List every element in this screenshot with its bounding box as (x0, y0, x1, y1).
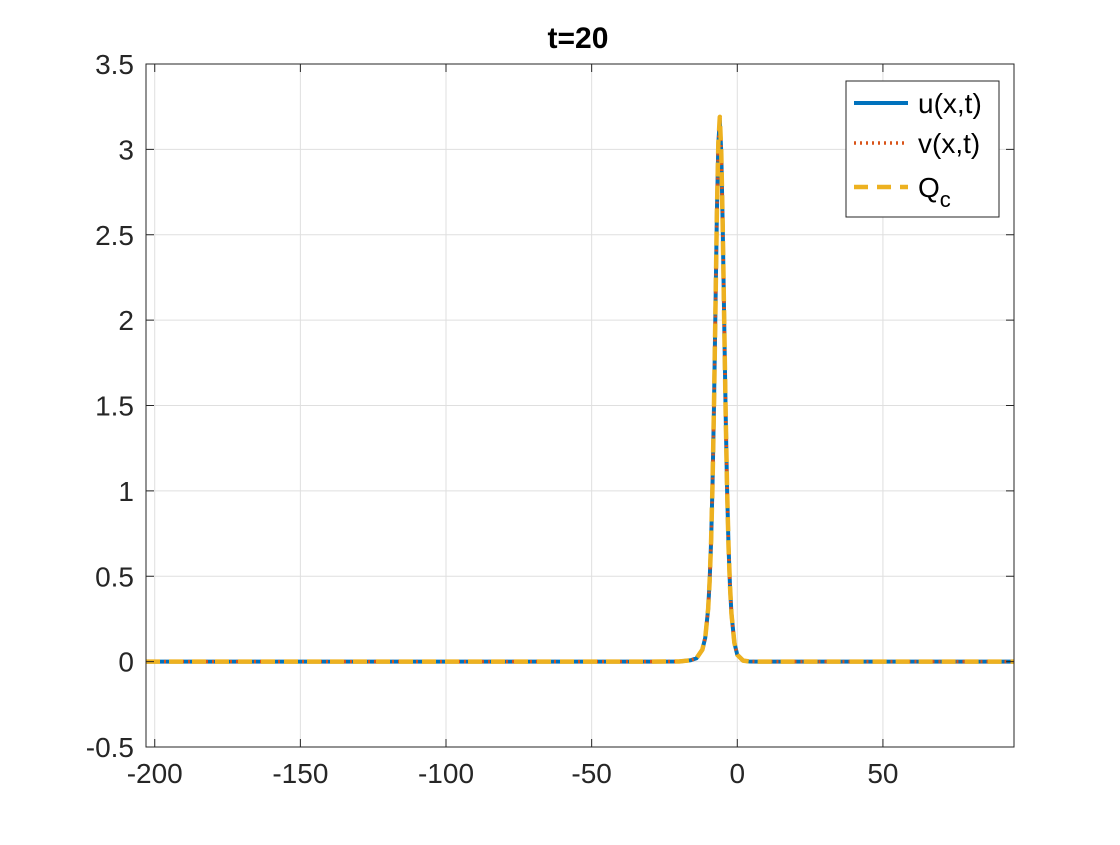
series-line-q-c (146, 114, 1014, 664)
legend-label: u(x,t) (918, 88, 982, 119)
legend: u(x,t) v(x,t) Qc (845, 80, 1000, 218)
legend-label-main: Q (918, 172, 940, 203)
series-lines (146, 114, 1014, 664)
legend-label-subscript: c (940, 187, 951, 212)
y-tick-label: 1.5 (95, 391, 134, 422)
y-tick-label: 2 (118, 305, 134, 336)
x-tick-label: -50 (571, 758, 611, 789)
x-tick-label: -200 (127, 758, 183, 789)
y-tick-label: 0.5 (95, 561, 134, 592)
x-tick-label: 0 (729, 758, 745, 789)
x-tick-label: 50 (867, 758, 898, 789)
chart-title: t=20 (548, 22, 609, 55)
y-tick-label: -0.5 (86, 732, 134, 763)
y-tick-label: 2.5 (95, 220, 134, 251)
y-tick-label: 3.5 (95, 49, 134, 80)
legend-label: v(x,t) (918, 128, 980, 159)
x-tick-label: -100 (418, 758, 474, 789)
y-tick-label: 1 (118, 476, 134, 507)
legend-label: Qc (918, 172, 951, 212)
x-tick-label: -150 (272, 758, 328, 789)
axis-ticks: -200 -150 -100 -50 0 50 -0.5 0 0.5 1 1.5 2 2.5 3 3.5 (86, 49, 1014, 789)
y-tick-label: 3 (118, 134, 134, 165)
y-tick-label: 0 (118, 647, 134, 678)
